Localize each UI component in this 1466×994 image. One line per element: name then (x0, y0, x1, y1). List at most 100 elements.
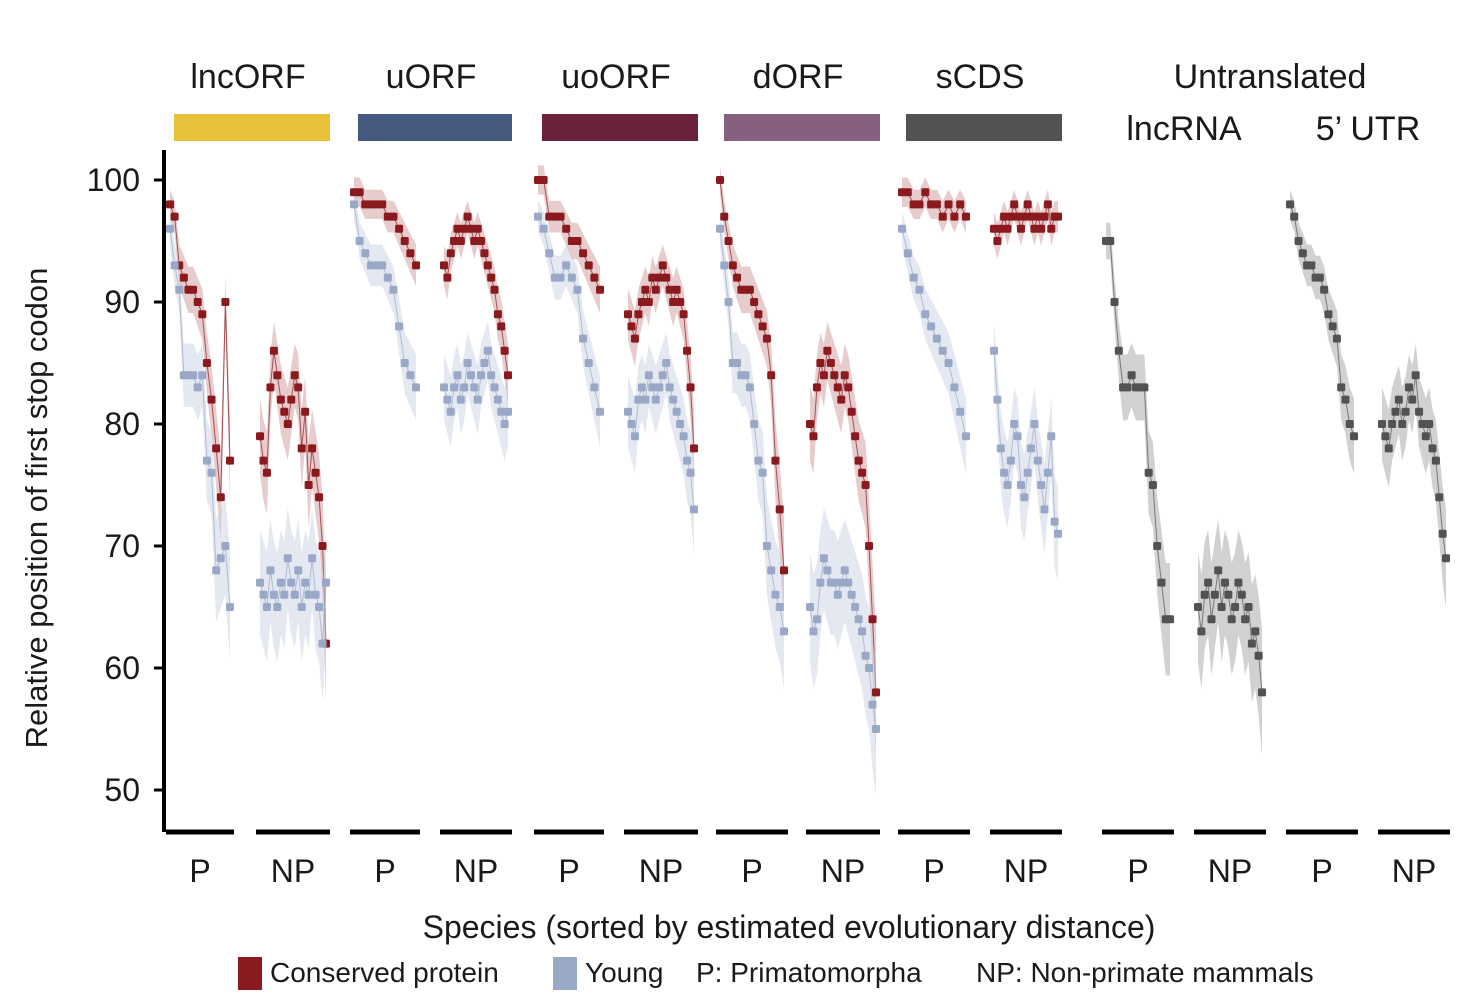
point-uoorf-young-np-12 (665, 383, 674, 392)
point-scds-young-np-14 (1037, 481, 1046, 489)
point-dorf-conserved-protein-np-18 (868, 615, 877, 624)
point-lncorf-young-np-0 (256, 578, 264, 587)
point-uoorf-young-np-14 (672, 407, 681, 416)
point-scds-young-np-7 (1013, 432, 1022, 441)
x-tick-label-scds-p: P (923, 853, 944, 889)
point-lncrna-untranslated-p-3 (1114, 346, 1123, 355)
point-dorf-conserved-protein-p-4 (733, 273, 742, 282)
group-bar-uoorf (542, 114, 698, 141)
point-lncrna-untranslated-p-13 (1157, 578, 1166, 587)
point-uorf-conserved-protein-np-7 (463, 212, 472, 221)
point-uoorf-young-np-10 (658, 371, 667, 380)
point-uorf-conserved-protein-p-11 (412, 261, 420, 270)
point-lncrna-untranslated-np-19 (1258, 688, 1266, 697)
point-scds-conserved-protein-p-11 (962, 212, 970, 221)
point-dorf-young-np-0 (806, 603, 814, 611)
point-lncorf-young-np-4 (269, 590, 278, 599)
point-dorf-young-np-5 (823, 566, 832, 575)
point-lncorf-conserved-protein-np-1 (259, 456, 268, 465)
point-lncorf-conserved-protein-np-7 (280, 407, 289, 416)
point-dorf-young-p-0 (716, 224, 724, 233)
point-lncorf-conserved-protein-p-12 (221, 298, 230, 306)
point-scds-conserved-protein-np-13 (1033, 212, 1042, 221)
point-dorf-conserved-protein-np-4 (819, 371, 828, 380)
point-lncrna-untranslated-p-11 (1148, 481, 1157, 489)
point-scds-conserved-protein-np-4 (1003, 224, 1012, 233)
legend-swatch-conserved (238, 957, 262, 990)
line-dorf-young-np (809, 558, 877, 730)
point-dorf-conserved-protein-p-8 (750, 298, 759, 306)
point-lncorf-conserved-protein-np-13 (301, 407, 310, 416)
point-dorf-conserved-protein-p-3 (728, 261, 737, 270)
point-lncorf-conserved-protein-np-9 (287, 395, 296, 404)
point-5-utr-untranslated-np-18 (1438, 529, 1447, 538)
x-tick-label-uoorf-np: NP (639, 853, 683, 889)
point-lncorf-conserved-protein-p-7 (198, 310, 207, 319)
point-scds-young-np-9 (1020, 493, 1029, 502)
point-uoorf-conserved-protein-np-18 (686, 383, 695, 392)
band-uorf-conserved-protein-np (444, 200, 508, 407)
point-lncrna-untranslated-np-18 (1254, 651, 1263, 660)
point-scds-conserved-protein-p-9 (950, 212, 959, 221)
point-uoorf-conserved-protein-np-19 (690, 444, 698, 453)
untranslated-header: Untranslated (1174, 58, 1367, 96)
point-lncorf-young-np-11 (294, 566, 303, 575)
band-lncrna-untranslated-p (1106, 222, 1170, 676)
point-dorf-young-np-12 (847, 590, 856, 599)
point-scds-conserved-protein-p-1 (903, 188, 912, 197)
point-dorf-conserved-protein-p-1 (720, 212, 729, 221)
band-dorf-young-np (810, 508, 876, 797)
point-uorf-young-np-11 (477, 371, 486, 380)
point-scds-conserved-protein-p-8 (944, 200, 953, 209)
point-lncorf-young-np-8 (283, 554, 292, 563)
group-label-uoorf: uoORF (561, 58, 671, 96)
point-lncorf-young-p-10 (212, 566, 221, 575)
point-uoorf-conserved-protein-p-4 (556, 212, 565, 221)
point-5-utr-untranslated-np-10 (1411, 371, 1420, 380)
point-dorf-young-np-18 (868, 700, 877, 709)
point-dorf-conserved-protein-p-10 (758, 322, 767, 331)
y-tick-label-100: 100 (87, 162, 140, 198)
point-lncrna-untranslated-np-8 (1220, 578, 1229, 587)
group-label-lncrna: lncRNA (1126, 110, 1242, 148)
point-uoorf-conserved-protein-p-11 (596, 285, 604, 294)
point-dorf-conserved-protein-p-13 (771, 456, 780, 465)
point-lncrna-untranslated-np-9 (1224, 590, 1233, 599)
point-scds-young-np-10 (1023, 468, 1032, 477)
point-scds-conserved-protein-np-9 (1020, 212, 1029, 221)
band-5-utr-untranslated-p (1290, 189, 1354, 475)
line-lncorf-conserved-protein-np (259, 350, 327, 644)
point-5-utr-untranslated-p-3 (1298, 249, 1307, 258)
point-lncorf-young-np-16 (311, 590, 320, 599)
point-uorf-young-p-6 (383, 273, 392, 282)
group-bar-uorf (358, 114, 512, 141)
point-uorf-conserved-protein-np-9 (470, 237, 479, 245)
x-tick-label-uoorf-p: P (558, 853, 579, 889)
point-5-utr-untranslated-np-13 (1421, 432, 1430, 441)
point-dorf-conserved-protein-p-14 (775, 505, 784, 514)
point-uoorf-conserved-protein-p-8 (579, 249, 588, 258)
point-scds-young-p-4 (921, 310, 930, 319)
x-tick-label-lncrna-p: P (1127, 853, 1148, 889)
group-label-dorf: dORF (753, 58, 844, 96)
point-lncrna-untranslated-p-12 (1153, 542, 1162, 550)
x-tick-label-5-utr-p: P (1311, 853, 1332, 889)
point-uoorf-young-p-10 (590, 383, 599, 392)
legend-note-primatomorpha: P: Primatomorpha (696, 957, 922, 988)
point-dorf-conserved-protein-np-5 (823, 346, 832, 355)
point-lncrna-untranslated-p-10 (1144, 468, 1153, 477)
point-uorf-young-p-7 (389, 285, 398, 294)
point-uoorf-conserved-protein-np-6 (644, 298, 653, 306)
group-label-lncorf: lncORF (190, 58, 305, 96)
point-dorf-conserved-protein-p-2 (724, 237, 733, 245)
point-uoorf-conserved-protein-p-10 (590, 273, 599, 282)
point-uoorf-conserved-protein-p-9 (584, 261, 593, 270)
point-5-utr-untranslated-np-16 (1431, 456, 1440, 465)
point-dorf-young-p-7 (745, 383, 754, 392)
line-dorf-conserved-protein-p (719, 179, 785, 571)
point-uorf-young-np-18 (500, 420, 509, 428)
point-uoorf-young-np-19 (690, 505, 698, 514)
point-lncorf-young-np-12 (297, 603, 306, 611)
point-uorf-young-np-7 (463, 359, 472, 367)
